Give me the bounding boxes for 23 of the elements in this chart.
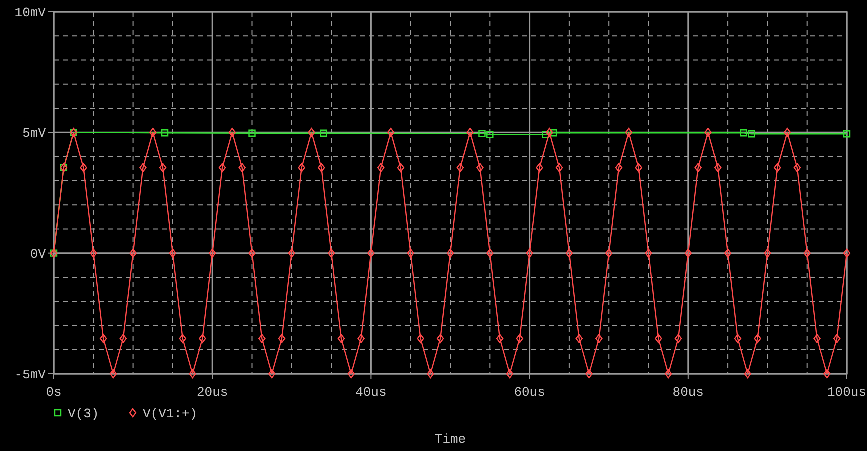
point	[748, 130, 756, 138]
y-tick-label: 0V	[30, 246, 46, 262]
y-tick-label: 10mV	[14, 6, 46, 21]
y-tick-label: 5mV	[22, 126, 46, 142]
point	[550, 130, 558, 137]
x-tick-label: 60us	[514, 385, 546, 400]
legend-label: V(V1:+)	[143, 406, 198, 422]
point	[320, 130, 328, 137]
x-tick-label: 20us	[196, 385, 228, 400]
point	[486, 130, 494, 138]
point	[542, 130, 550, 138]
y-tick-label: -5mV	[14, 368, 46, 383]
x-tick-label: 0s	[46, 385, 62, 400]
x-tick-label: 100us	[827, 385, 867, 400]
point	[161, 130, 169, 137]
x-tick-label: 40us	[356, 385, 387, 400]
x-axis-title: Time	[434, 432, 466, 447]
point	[248, 130, 256, 137]
legend-label: V(3)	[68, 406, 100, 422]
point	[740, 130, 748, 137]
point	[843, 130, 851, 138]
x-tick-label: 80us	[672, 385, 704, 400]
point	[478, 130, 486, 138]
